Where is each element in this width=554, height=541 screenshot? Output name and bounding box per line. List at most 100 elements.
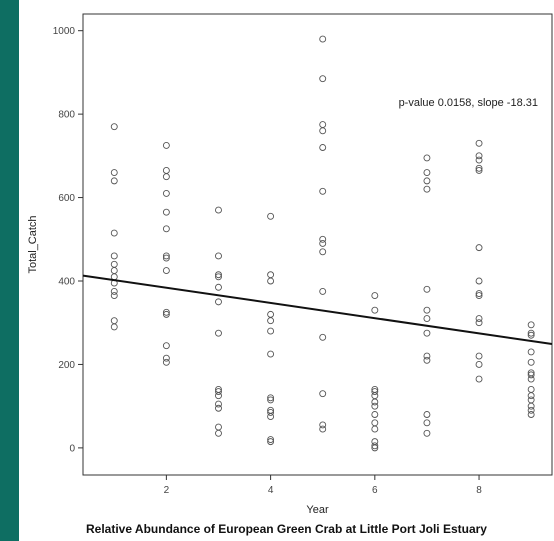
data-point xyxy=(319,333,327,341)
data-point xyxy=(215,206,222,214)
p-value-annotation: p-value 0.0158, slope -18.31 xyxy=(399,97,538,109)
data-point xyxy=(267,438,275,446)
plot-frame xyxy=(82,13,553,476)
data-point xyxy=(371,392,379,400)
data-point xyxy=(319,35,327,43)
data-points xyxy=(110,35,535,452)
data-point xyxy=(267,350,275,358)
data-point xyxy=(110,292,118,300)
y-tick-label: 400 xyxy=(58,277,75,288)
data-point xyxy=(215,392,222,400)
data-point xyxy=(423,329,431,337)
data-point xyxy=(110,267,118,275)
data-point xyxy=(423,352,431,360)
data-point xyxy=(475,352,483,360)
data-point xyxy=(319,425,327,433)
y-tick-label: 0 xyxy=(69,443,75,454)
data-point xyxy=(215,388,222,396)
data-point xyxy=(371,442,379,450)
x-tick-label: 6 xyxy=(372,485,378,496)
data-point xyxy=(267,408,275,416)
data-point xyxy=(319,421,327,429)
data-point xyxy=(475,277,483,285)
data-point xyxy=(527,371,535,379)
data-point xyxy=(475,156,483,164)
data-point xyxy=(371,419,379,427)
scatter-chart: 0 200 400 600 800 1000 2 4 6 8 p-value 0.0158, s… xyxy=(27,13,553,516)
chart-caption: Relative Abundance of European Green Cra… xyxy=(86,522,487,536)
data-point xyxy=(475,319,483,327)
data-point xyxy=(423,411,431,418)
data-point xyxy=(110,252,118,260)
data-point xyxy=(371,444,379,452)
data-point xyxy=(527,411,535,418)
data-point xyxy=(267,277,275,285)
data-point xyxy=(475,139,483,147)
data-point xyxy=(371,306,379,314)
data-point xyxy=(423,315,431,323)
data-point xyxy=(319,235,327,243)
data-point xyxy=(371,388,379,396)
data-point xyxy=(319,240,327,247)
data-point xyxy=(215,283,222,291)
data-point xyxy=(110,317,118,325)
data-point xyxy=(371,402,379,410)
data-point xyxy=(267,327,275,335)
data-point xyxy=(423,185,431,193)
data-point xyxy=(162,267,170,275)
data-point xyxy=(319,248,327,256)
x-tick-label: 8 xyxy=(476,485,482,496)
data-point xyxy=(527,375,535,383)
data-point xyxy=(215,400,222,408)
data-point xyxy=(475,360,483,368)
data-point xyxy=(162,310,170,318)
data-point xyxy=(319,287,327,295)
data-point xyxy=(162,225,170,233)
data-point xyxy=(162,342,170,350)
data-point xyxy=(319,121,327,129)
data-point xyxy=(423,306,431,314)
data-point xyxy=(162,354,170,362)
data-point xyxy=(215,429,222,437)
data-point xyxy=(527,402,535,410)
data-point xyxy=(527,348,535,356)
data-point xyxy=(423,177,431,185)
data-point xyxy=(423,169,431,176)
x-axis: 2 4 6 8 xyxy=(164,475,482,496)
data-point xyxy=(110,260,118,268)
data-point xyxy=(110,169,118,176)
data-point xyxy=(267,212,275,220)
x-tick-label: 2 xyxy=(164,485,170,496)
data-point xyxy=(215,298,222,306)
data-point xyxy=(215,423,222,431)
data-point xyxy=(319,390,327,398)
x-tick-label: 4 xyxy=(268,485,274,496)
y-tick-label: 200 xyxy=(58,360,75,371)
data-point xyxy=(319,127,327,135)
data-point xyxy=(475,290,483,297)
data-point xyxy=(423,419,431,427)
data-point xyxy=(162,166,170,174)
data-point xyxy=(319,187,327,195)
data-point xyxy=(267,317,275,325)
data-point xyxy=(371,425,379,433)
data-point xyxy=(423,285,431,293)
data-point xyxy=(423,356,431,364)
data-point xyxy=(475,292,483,300)
data-point xyxy=(162,189,170,197)
data-point xyxy=(527,386,535,393)
chart-panel: 0 200 400 600 800 1000 2 4 6 8 p-value 0.0158, s… xyxy=(19,0,554,541)
y-axis-title: Total_Catch xyxy=(27,215,39,273)
data-point xyxy=(371,292,379,300)
data-point xyxy=(527,358,535,366)
data-point xyxy=(319,75,327,83)
data-point xyxy=(475,164,483,172)
data-point xyxy=(162,308,170,316)
data-point xyxy=(110,229,118,237)
data-point xyxy=(215,252,222,260)
data-point xyxy=(267,394,275,402)
data-point xyxy=(162,141,170,149)
regression-line xyxy=(82,274,553,345)
data-point xyxy=(267,413,275,421)
y-tick-label: 1000 xyxy=(53,26,76,37)
